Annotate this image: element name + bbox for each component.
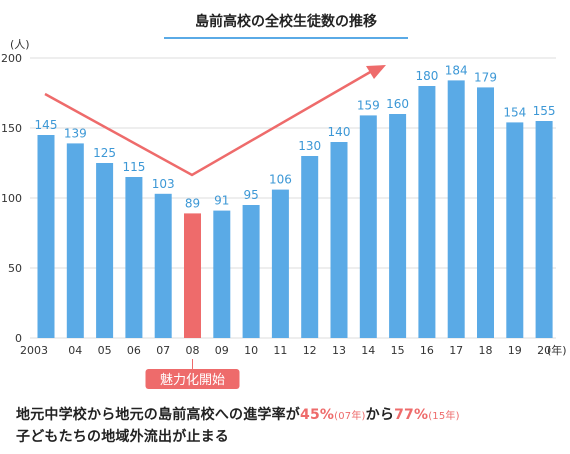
value-label-20: 155 [533, 104, 556, 118]
value-label-2003: 145 [35, 118, 58, 132]
value-label-17: 184 [445, 63, 468, 77]
y-tick-label: 100 [1, 192, 22, 205]
bar-16 [418, 86, 436, 338]
footer-text-from: から [365, 407, 395, 423]
footer-text-a: 地元中学校から地元の島前高校への進学率が [16, 407, 300, 423]
x-tick-label-05: 05 [98, 344, 112, 357]
highlight-badge: 魅力化開始 [145, 359, 240, 389]
x-tick-label-09: 09 [215, 344, 229, 357]
bar-08 [184, 213, 201, 338]
x-tick-label-18: 18 [479, 344, 493, 357]
y-tick-label: 200 [1, 52, 22, 65]
bars [37, 80, 553, 339]
x-tick-label-15: 15 [391, 344, 405, 357]
trend-line [44, 69, 373, 177]
value-label-05: 125 [93, 146, 116, 160]
footer-line-1: 地元中学校から地元の島前高校への進学率が45%(07年)から77%(15年) [16, 404, 460, 424]
value-label-12: 130 [298, 139, 321, 153]
footer-line-2: 子どもたちの地域外流出が止まる [16, 429, 229, 445]
x-tick-label-11: 11 [273, 344, 287, 357]
bar-04 [66, 143, 84, 338]
bar-06 [125, 177, 143, 338]
x-tick-label-16: 16 [420, 344, 434, 357]
x-tick-label-20: 20 [537, 344, 551, 357]
value-labels: 145 139 125 115 103 89 91 95 106 130 140 159 160 180 1… [35, 63, 556, 210]
bar-09 [213, 210, 231, 338]
value-label-08: 89 [185, 196, 200, 210]
value-label-14: 159 [357, 98, 380, 112]
badge-box [145, 369, 240, 389]
bar-17 [447, 80, 465, 339]
x-tick-label-04: 04 [68, 344, 82, 357]
chart-title: 島前高校の全校生徒数の推移 [195, 13, 377, 30]
x-tick-label-08: 08 [186, 344, 200, 357]
x-tick-label-06: 06 [127, 344, 141, 357]
bar-20 [535, 121, 553, 338]
value-label-18: 179 [474, 70, 497, 84]
trend-arrowhead [366, 65, 386, 79]
x-tick-label-17: 17 [449, 344, 463, 357]
trend-arrows [44, 65, 386, 177]
y-tick-label: 0 [15, 332, 22, 345]
x-tick-label-07: 07 [156, 344, 170, 357]
footer-rate-2007: 45% [300, 407, 335, 423]
value-label-07: 103 [152, 177, 175, 191]
bar-05 [96, 163, 114, 338]
x-tick-label-13: 13 [332, 344, 346, 357]
bar-07 [154, 193, 172, 338]
x-tick-label-19: 19 [508, 344, 522, 357]
bar-15 [389, 114, 407, 338]
bar-11 [271, 189, 289, 338]
badge-text: 魅力化開始 [160, 373, 225, 388]
y-tick-label: 50 [8, 262, 22, 275]
value-label-04: 139 [64, 126, 87, 140]
x-tick-label-10: 10 [244, 344, 258, 357]
footer-year-2015: (15年) [428, 411, 460, 422]
value-label-11: 106 [269, 173, 292, 187]
bar-14 [359, 115, 377, 339]
value-label-09: 91 [214, 194, 229, 208]
value-label-13: 140 [328, 125, 351, 139]
bar-12 [301, 156, 319, 338]
value-label-19: 154 [503, 105, 526, 119]
x-tick-label-14: 14 [361, 344, 375, 357]
footer-rate-2015: 77% [394, 407, 429, 423]
value-label-10: 95 [243, 188, 258, 202]
y-axis-unit: (人) [10, 38, 30, 51]
bar-18 [477, 87, 494, 339]
x-tick-label-2003: 2003 [20, 344, 48, 357]
value-label-16: 180 [415, 69, 438, 83]
bar-10 [242, 205, 260, 338]
bar-13 [330, 142, 348, 338]
y-axis-ticks: 0 50 100 150 200 [1, 52, 22, 345]
value-label-06: 115 [122, 160, 145, 174]
y-tick-label: 150 [1, 122, 22, 135]
value-label-15: 160 [386, 97, 409, 111]
x-tick-label-12: 12 [303, 344, 317, 357]
x-axis-ticks: 2003 04 05 06 07 08 09 10 11 12 13 14 15 16 17 18 19 20 [20, 344, 551, 357]
bar-19 [506, 122, 524, 339]
x-axis-unit: (年) [547, 343, 567, 357]
gridlines [30, 57, 556, 339]
bar-2003 [37, 135, 55, 338]
footer-year-2007: (07年) [334, 411, 366, 422]
